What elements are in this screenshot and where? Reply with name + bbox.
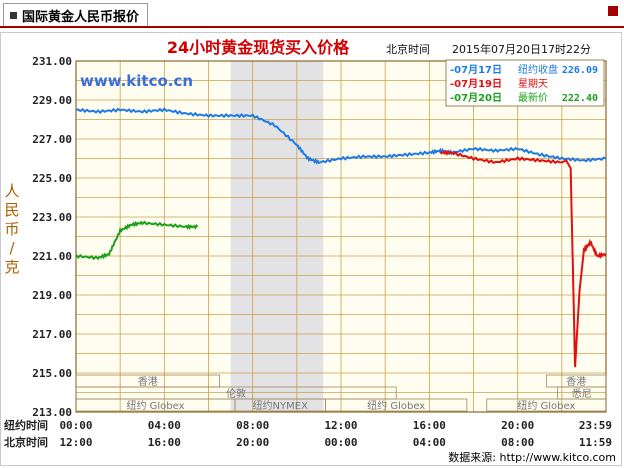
x-tick-label-bj: 16:00: [148, 436, 181, 449]
chart-title: 24小时黄金现货买入价格: [167, 38, 350, 57]
series-line-07月19日: [439, 149, 607, 368]
corner-marker-icon: [608, 6, 618, 16]
data-source: 数据来源: http://www.kitco.com: [448, 451, 616, 464]
x-tick-label-ny: 16:00: [413, 419, 446, 432]
legend-date: -07月20日: [450, 92, 502, 104]
legend-value: 226.09: [562, 65, 598, 76]
watermark: www.kitco.cn: [80, 72, 193, 90]
x-tick-label-bj: 20:00: [236, 436, 269, 449]
market-session-label: 纽约 Globex: [126, 399, 184, 412]
market-session-label: 悉尼: [572, 388, 592, 400]
market-session-label: 纽约 Globex: [517, 399, 575, 412]
timestamp: 2015年07月20日17时22分: [452, 42, 591, 56]
series-line-07月20日: [75, 220, 199, 261]
legend-box: [445, 59, 605, 107]
tab-label: 国际黄金人民币报价: [22, 9, 140, 25]
x-tick-label-ny: 00:00: [59, 419, 92, 432]
y-tick-label: 213.00: [32, 406, 72, 419]
legend-value: 222.40: [562, 93, 598, 104]
legend-label: 最新价: [518, 91, 548, 104]
y-tick-label: 217.00: [32, 328, 72, 341]
legend-label: 纽约收盘: [518, 63, 558, 76]
legend-date: -07月17日: [450, 64, 502, 76]
x-tick-label-ny: 23:59: [579, 419, 612, 432]
y-tick-label: 229.00: [32, 94, 72, 107]
x-tick-label-bj: 00:00: [324, 436, 357, 449]
x-tick-label-ny: 08:00: [236, 419, 269, 432]
y-tick-label: 221.00: [32, 250, 72, 263]
market-session-label: 纽约NYMEX: [253, 399, 309, 412]
x-row-label-ny: 纽约时间: [4, 418, 48, 432]
bullet-icon: [10, 11, 17, 19]
y-axis-label-char: /: [9, 239, 15, 257]
tab-gold-rmb[interactable]: 国际黄金人民币报价: [3, 3, 149, 26]
x-tick-label-bj: 11:59: [579, 436, 612, 449]
x-tick-label-bj: 04:00: [413, 436, 446, 449]
market-session-label: 纽约 Globex: [367, 399, 425, 412]
y-axis-label-char: 币: [4, 220, 19, 238]
tab-bar: 国际黄金人民币报价: [0, 0, 624, 28]
x-tick-label-bj: 08:00: [501, 436, 534, 449]
timestamp-label: 北京时间: [386, 42, 430, 56]
y-tick-label: 231.00: [32, 55, 72, 68]
y-tick-label: 227.00: [32, 133, 72, 146]
market-session-box: [486, 398, 607, 412]
x-tick-label-bj: 12:00: [59, 436, 92, 449]
market-session-box: [325, 398, 468, 412]
series-line-07月17日: [75, 107, 607, 165]
legend-label: 星期天: [518, 78, 548, 90]
y-tick-label: 219.00: [32, 289, 72, 302]
y-tick-label: 215.00: [32, 367, 72, 380]
x-tick-label-ny: 12:00: [324, 419, 357, 432]
x-tick-label-ny: 20:00: [501, 419, 534, 432]
y-axis-label-char: 民: [4, 201, 19, 219]
x-row-label-bj: 北京时间: [4, 435, 48, 449]
chart-frame: [0, 32, 622, 466]
y-axis-label-char: 克: [4, 258, 19, 276]
y-tick-label: 225.00: [32, 172, 72, 185]
y-tick-label: 223.00: [32, 211, 72, 224]
legend-date: -07月19日: [450, 78, 502, 90]
plot-border: [75, 60, 607, 413]
market-session-label: 香港: [138, 376, 158, 388]
market-session-label: 香港: [566, 376, 586, 388]
market-session-label: 伦敦: [226, 387, 246, 400]
y-axis-label-char: 人: [4, 182, 19, 200]
x-tick-label-ny: 04:00: [148, 419, 181, 432]
